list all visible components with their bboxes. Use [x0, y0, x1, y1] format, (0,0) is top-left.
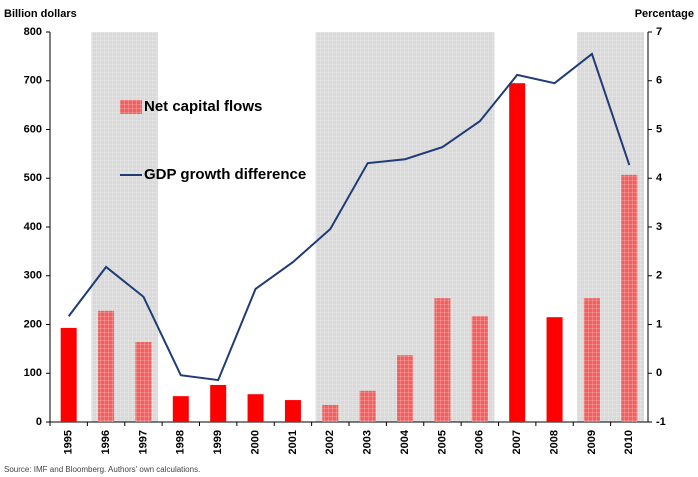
x-tick-label: 2008 — [548, 430, 560, 454]
x-tick-label: 2004 — [399, 429, 411, 454]
bar — [509, 83, 526, 422]
bar — [172, 396, 189, 422]
legend-label: Net capital flows — [144, 98, 262, 115]
x-tick-label: 1995 — [63, 430, 75, 454]
source-note: Source: IMF and Bloomberg. Authors' own … — [4, 465, 200, 474]
x-tick-label: 2009 — [586, 430, 598, 454]
x-tick-label: 2003 — [362, 430, 374, 454]
y2-tick-label: 0 — [656, 367, 662, 379]
x-tick-label: 1999 — [212, 430, 224, 454]
y2-tick-label: 5 — [656, 123, 662, 135]
bar — [546, 317, 563, 422]
x-tick-label: 2001 — [287, 430, 299, 454]
y2-tick-label: 6 — [656, 75, 662, 87]
bar — [60, 327, 77, 422]
x-tick-label: 1998 — [175, 430, 187, 454]
x-tick-label: 2002 — [324, 430, 336, 454]
y-tick-label: 600 — [24, 123, 42, 135]
bar — [621, 174, 638, 422]
x-tick-label: 1996 — [100, 430, 112, 454]
y-tick-label: 0 — [36, 416, 42, 428]
legend-label: GDP growth difference — [144, 166, 306, 183]
bar — [98, 310, 115, 422]
bar — [583, 298, 600, 422]
y-tick-label: 400 — [24, 221, 42, 233]
y-tick-label: 200 — [24, 318, 42, 330]
x-tick-label: 2006 — [474, 430, 486, 454]
legend-swatch — [120, 100, 142, 114]
y-tick-label: 300 — [24, 270, 42, 282]
y2-tick-label: 2 — [656, 270, 662, 282]
bar — [210, 384, 227, 422]
bar — [359, 390, 376, 422]
y-tick-label: 700 — [24, 75, 42, 87]
y-axis-title: Billion dollars — [4, 8, 77, 20]
y2-axis-title: Percentage — [635, 8, 694, 20]
x-tick-label: 2005 — [436, 430, 448, 454]
y2-tick-label: 4 — [656, 172, 663, 184]
x-tick-label: 2007 — [511, 430, 523, 454]
y-tick-label: 800 — [24, 26, 42, 38]
y2-tick-label: 3 — [656, 221, 662, 233]
y2-tick-label: -1 — [656, 416, 666, 428]
bar — [284, 400, 301, 422]
x-tick-label: 2010 — [623, 430, 635, 454]
bar — [397, 355, 414, 422]
x-tick-label: 2000 — [249, 430, 261, 454]
bar — [471, 316, 488, 422]
y2-tick-label: 1 — [656, 318, 662, 330]
y2-tick-label: 7 — [656, 26, 662, 38]
bar — [322, 404, 339, 422]
line — [67, 52, 631, 382]
y-tick-label: 100 — [24, 367, 42, 379]
x-tick-label: 1997 — [137, 430, 149, 454]
bar — [135, 342, 152, 422]
y-tick-label: 500 — [24, 172, 42, 184]
bar — [434, 298, 451, 422]
bar — [247, 394, 264, 422]
